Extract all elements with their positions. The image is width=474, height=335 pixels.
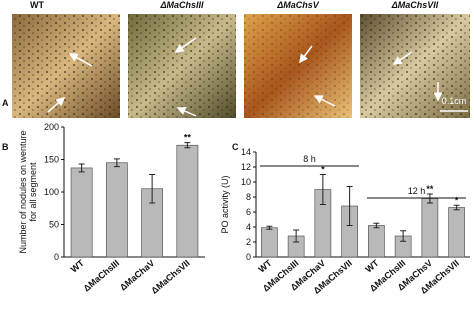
x-tick-label: WT [257, 258, 275, 275]
y-tick-label: 0 [246, 252, 251, 262]
significance-label: * [455, 195, 459, 205]
error-bar [266, 225, 273, 230]
photo-texture [128, 14, 236, 118]
y-tick-label: 150 [44, 155, 59, 165]
significance-label: * [321, 165, 325, 175]
image-label: ΔMaChsV [276, 0, 320, 10]
error-bar [184, 142, 191, 149]
error-bar [78, 163, 85, 173]
error-bar [346, 186, 353, 226]
photo-texture [244, 14, 352, 118]
y-tick-label: 2 [246, 237, 251, 247]
y-tick-label: 100 [44, 187, 59, 197]
error-bar [373, 222, 380, 229]
bar [368, 225, 385, 258]
error-bar [400, 230, 407, 242]
significance-label: ** [426, 184, 434, 194]
error-bar [453, 204, 460, 211]
photo-texture [12, 14, 120, 118]
significance-label: ** [184, 133, 192, 143]
panel-a: A 0.1cm WT ΔMaChsIII ΔMaChsV ΔMaChsVII [2, 0, 470, 118]
x-tick-label: WT [69, 258, 87, 275]
bar [106, 162, 128, 258]
y-tick-label: 0 [54, 252, 59, 262]
y-tick-label: 8 [246, 192, 251, 202]
image-label: WT [30, 0, 44, 10]
error-bar [149, 173, 156, 204]
arrows [47, 37, 443, 117]
photo-texture [360, 14, 470, 118]
y-tick-label: 14 [241, 147, 251, 157]
panel-label: B [2, 142, 9, 152]
y-tick-label: 12 [241, 162, 251, 172]
y-tick-label: 200 [44, 122, 59, 132]
bar [448, 207, 465, 258]
y-axis-label: PO activity (U) [220, 175, 230, 233]
y-tick-label: 4 [246, 222, 251, 232]
group-label: 12 h [408, 186, 426, 196]
scale-label: 0.1cm [442, 96, 467, 106]
bar [261, 227, 278, 258]
error-bar [319, 174, 326, 205]
bar [176, 144, 199, 258]
image-label: ΔMaChsIII [159, 0, 204, 10]
y-tick-label: 10 [241, 177, 251, 187]
error-bar [293, 229, 300, 243]
image-label: ΔMaChsVII [391, 0, 439, 10]
y-tick-label: 6 [246, 207, 251, 217]
panel-label: C [232, 142, 239, 152]
error-bar [113, 158, 120, 168]
y-axis-label: Number of nodules on wenture [18, 130, 28, 253]
bar [70, 167, 93, 258]
bar [421, 198, 439, 258]
x-tick-label: ΔMaChsVII [149, 258, 191, 296]
x-tick-label: WT [364, 258, 382, 275]
x-tick-label: ΔMaChsIII [81, 258, 121, 294]
group-label: 8 h [303, 154, 316, 164]
y-axis-label: for all segment [28, 162, 38, 222]
y-tick-label: 50 [49, 220, 59, 230]
panel-label: A [2, 98, 9, 108]
